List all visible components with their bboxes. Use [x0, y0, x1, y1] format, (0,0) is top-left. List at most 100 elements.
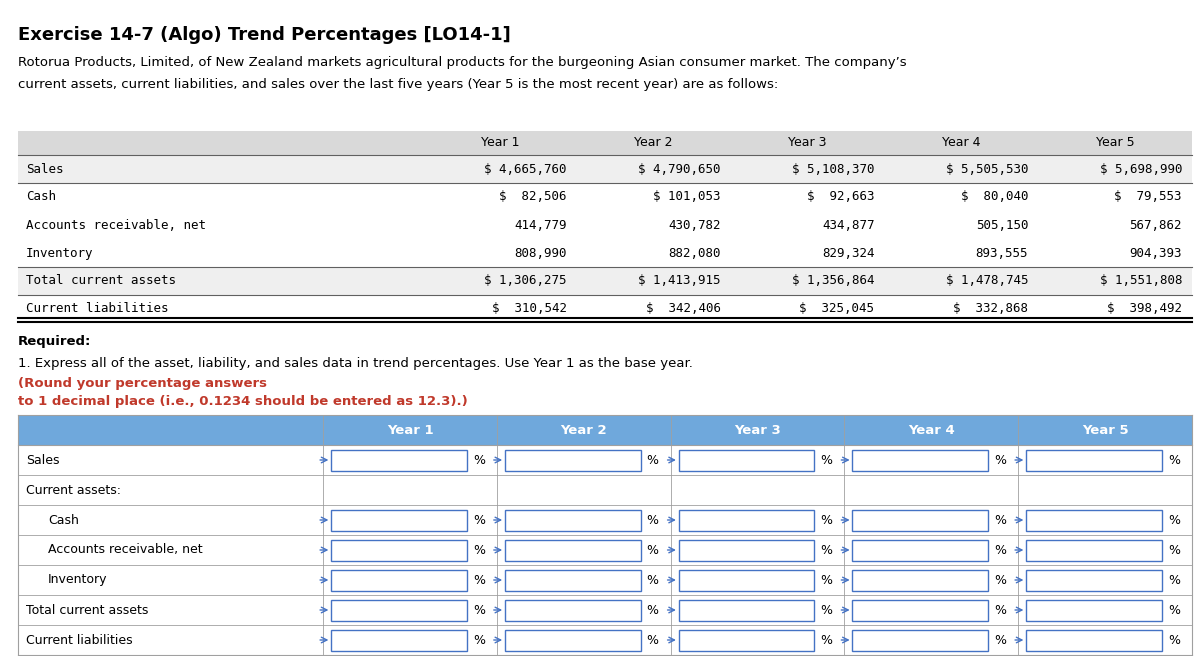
Text: Year 3: Year 3: [788, 136, 827, 150]
Bar: [18, 445, 1192, 475]
Text: Year 1: Year 1: [386, 424, 433, 436]
Bar: [505, 600, 641, 621]
Text: 904,393: 904,393: [1129, 247, 1182, 260]
Text: %: %: [647, 453, 659, 466]
Bar: [18, 475, 1192, 505]
Bar: [331, 539, 467, 560]
Text: Total current assets: Total current assets: [26, 274, 176, 287]
Text: $  332,868: $ 332,868: [953, 302, 1028, 316]
Bar: [505, 449, 641, 470]
Bar: [679, 449, 815, 470]
Text: Year 5: Year 5: [1082, 424, 1128, 436]
Text: %: %: [647, 604, 659, 617]
Text: %: %: [821, 514, 833, 527]
Text: current assets, current liabilities, and sales over the last five years (Year 5 : current assets, current liabilities, and…: [18, 78, 779, 91]
Text: 893,555: 893,555: [976, 247, 1028, 260]
Text: Year 2: Year 2: [560, 424, 607, 436]
Text: 808,990: 808,990: [515, 247, 566, 260]
Text: Year 2: Year 2: [635, 136, 673, 150]
Text: Exercise 14-7 (Algo) Trend Percentages [LO14-1]: Exercise 14-7 (Algo) Trend Percentages […: [18, 26, 511, 44]
Text: %: %: [473, 514, 485, 527]
Bar: [852, 510, 989, 531]
Text: Year 1: Year 1: [481, 136, 520, 150]
Text: 829,324: 829,324: [822, 247, 875, 260]
Bar: [18, 625, 1192, 655]
Bar: [505, 630, 641, 651]
Text: $ 5,505,530: $ 5,505,530: [946, 163, 1028, 176]
Text: %: %: [995, 634, 1007, 647]
Text: $ 1,413,915: $ 1,413,915: [638, 274, 721, 287]
Text: %: %: [473, 544, 485, 556]
Bar: [18, 211, 1192, 239]
Bar: [18, 131, 1192, 155]
Text: %: %: [995, 544, 1007, 556]
Text: Cash: Cash: [26, 190, 56, 203]
Text: $  92,663: $ 92,663: [806, 190, 875, 203]
Text: %: %: [647, 634, 659, 647]
Text: %: %: [473, 573, 485, 586]
Bar: [18, 595, 1192, 625]
Text: %: %: [647, 573, 659, 586]
Bar: [852, 630, 989, 651]
Text: $ 1,478,745: $ 1,478,745: [946, 274, 1028, 287]
Text: $ 1,306,275: $ 1,306,275: [485, 274, 566, 287]
Text: %: %: [473, 634, 485, 647]
Text: $ 101,053: $ 101,053: [653, 190, 721, 203]
Text: %: %: [1168, 604, 1180, 617]
Text: %: %: [1168, 634, 1180, 647]
Text: %: %: [1168, 573, 1180, 586]
Bar: [331, 510, 467, 531]
Text: %: %: [821, 573, 833, 586]
Text: $ 1,551,808: $ 1,551,808: [1099, 274, 1182, 287]
Bar: [679, 510, 815, 531]
Bar: [18, 565, 1192, 595]
Bar: [18, 183, 1192, 211]
Text: 1. Express all of the asset, liability, and sales data in trend percentages. Use: 1. Express all of the asset, liability, …: [18, 357, 697, 370]
Text: (Round your percentage answers: (Round your percentage answers: [18, 377, 266, 390]
Bar: [331, 449, 467, 470]
Text: Cash: Cash: [48, 514, 79, 527]
Text: 505,150: 505,150: [976, 218, 1028, 232]
Bar: [18, 415, 1192, 445]
Text: %: %: [821, 604, 833, 617]
Text: $  80,040: $ 80,040: [961, 190, 1028, 203]
Text: 434,877: 434,877: [822, 218, 875, 232]
Text: Year 5: Year 5: [1096, 136, 1134, 150]
Text: $ 5,108,370: $ 5,108,370: [792, 163, 875, 176]
Bar: [18, 505, 1192, 535]
Text: Year 4: Year 4: [942, 136, 980, 150]
Text: $  325,045: $ 325,045: [799, 302, 875, 316]
Text: $ 5,698,990: $ 5,698,990: [1099, 163, 1182, 176]
Text: to 1 decimal place (i.e., 0.1234 should be entered as 12.3).): to 1 decimal place (i.e., 0.1234 should …: [18, 395, 468, 408]
Text: $  342,406: $ 342,406: [646, 302, 721, 316]
Text: %: %: [473, 453, 485, 466]
Text: Sales: Sales: [26, 163, 64, 176]
Bar: [852, 569, 989, 590]
Bar: [1026, 510, 1162, 531]
Bar: [18, 155, 1192, 183]
Bar: [679, 630, 815, 651]
Text: %: %: [995, 573, 1007, 586]
Text: 430,782: 430,782: [668, 218, 721, 232]
Text: %: %: [647, 514, 659, 527]
Text: Inventory: Inventory: [26, 247, 94, 260]
Text: %: %: [473, 604, 485, 617]
Text: %: %: [995, 514, 1007, 527]
Text: Sales: Sales: [26, 453, 60, 466]
Text: %: %: [1168, 544, 1180, 556]
Bar: [852, 600, 989, 621]
Text: %: %: [1168, 514, 1180, 527]
Text: %: %: [821, 634, 833, 647]
Text: Inventory: Inventory: [48, 573, 108, 586]
Text: Current assets:: Current assets:: [26, 483, 121, 497]
Bar: [1026, 539, 1162, 560]
Text: $ 4,665,760: $ 4,665,760: [485, 163, 566, 176]
Text: Current liabilities: Current liabilities: [26, 302, 168, 316]
Bar: [852, 539, 989, 560]
Bar: [1026, 449, 1162, 470]
Text: Required:: Required:: [18, 335, 91, 348]
Bar: [679, 539, 815, 560]
Text: Rotorua Products, Limited, of New Zealand markets agricultural products for the : Rotorua Products, Limited, of New Zealan…: [18, 56, 907, 69]
Text: %: %: [647, 544, 659, 556]
Text: Year 3: Year 3: [734, 424, 781, 436]
